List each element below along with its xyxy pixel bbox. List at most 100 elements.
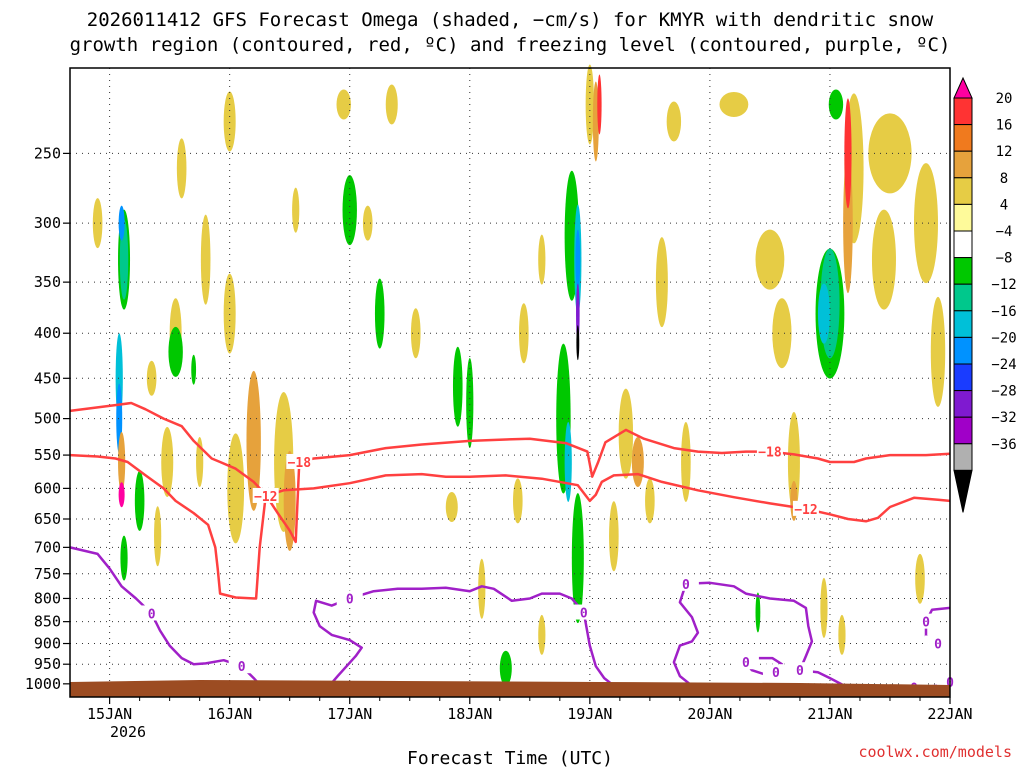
colorbar-swatch	[953, 283, 973, 312]
contour-label-bg	[252, 487, 279, 503]
omega-shaded-cell	[374, 278, 385, 349]
x-axis: 15JAN 16JAN 17JAN 18JAN 19JAN 20JAN 21JAN 22JAN	[87, 697, 973, 723]
omega-shaded-cell	[362, 205, 373, 241]
colorbar-tick-label: −4	[996, 224, 1013, 240]
x-tick-label: 20JAN	[687, 705, 732, 723]
omega-shaded-cell	[118, 431, 126, 492]
omega-shaded-cell	[538, 234, 546, 285]
colorbar-swatch	[953, 230, 973, 259]
dgz-minus18-contour	[69, 401, 951, 544]
colorbar-swatch	[953, 257, 973, 285]
freezing-level-contour-2	[312, 585, 627, 698]
y-tick-label: 350	[34, 273, 61, 291]
contour-layer: −18−18−12−12000000000000	[69, 401, 963, 698]
omega-shaded-cell	[871, 209, 896, 310]
omega-shaded-cell	[755, 229, 785, 290]
y-tick-label: 800	[34, 589, 61, 607]
contour-label: 0	[772, 666, 780, 681]
omega-shaded-cell	[161, 426, 174, 497]
contour-label-bg	[672, 575, 699, 591]
colorbar-min-triangle	[953, 469, 973, 513]
omega-shaded-cell	[452, 346, 463, 427]
omega-shaded-cell	[618, 388, 634, 479]
y-tick-label: 600	[34, 479, 61, 497]
omega-shaded-cell	[342, 175, 357, 246]
omega-shaded-cell	[118, 205, 125, 241]
omega-shaded-cell	[913, 163, 938, 284]
y-tick-label: 450	[34, 369, 61, 387]
omega-shaded-cell	[868, 113, 912, 194]
x-tick-label: 17JAN	[327, 705, 372, 723]
omega-shaded-cell	[499, 650, 512, 686]
y-tick-label: 500	[34, 410, 61, 428]
contour-label: 0	[742, 656, 750, 671]
x-tick-label: 18JAN	[447, 705, 492, 723]
omega-shaded-cell	[576, 283, 580, 344]
contour-label-bg	[762, 664, 789, 680]
y-tick-label: 550	[34, 446, 61, 464]
colorbar-tick-label: 12	[996, 144, 1013, 160]
x-tick-label: 19JAN	[567, 705, 612, 723]
omega-shaded-cell	[538, 614, 546, 655]
colorbar-swatch	[953, 336, 973, 365]
contour-label: 0	[148, 607, 156, 622]
contour-label: 0	[346, 592, 354, 607]
omega-shaded-cell	[645, 478, 655, 524]
colorbar-swatch	[953, 177, 973, 205]
y-tick-label: 250	[34, 144, 61, 162]
omega-shaded-cell	[223, 91, 236, 152]
omega-shaded-cell	[772, 298, 792, 369]
colorbar: 20 16 12 8 4 −4 −8 −12 −16 −20 −24 −28 −32 −36	[953, 76, 1017, 513]
x-tick-label: 22JAN	[927, 705, 972, 723]
omega-shaded-cell	[597, 74, 602, 135]
omega-shaded-cell	[120, 535, 128, 581]
omega-shaded-cell	[828, 89, 844, 120]
contour-label-bg	[570, 604, 597, 620]
contour-label-bg	[924, 635, 951, 651]
y-tick-label: 950	[34, 655, 61, 673]
contour-label: 0	[682, 578, 690, 593]
omega-shaded-cell	[915, 553, 925, 604]
y-tick-label: 650	[34, 510, 61, 528]
contour-label: 0	[922, 616, 930, 631]
omega-shaded-cell	[292, 187, 300, 233]
y-axis: 250 300 350 400 450 500 550 600 650 700 750 800 850 9…	[25, 144, 70, 693]
title-line-2: growth region (contoured, red, ºC) and f…	[70, 34, 951, 56]
title-line-1: 2026011412 GFS Forecast Omega (shaded, −…	[87, 9, 934, 31]
colorbar-tick-label: 16	[996, 118, 1013, 134]
contour-label-bg	[756, 443, 783, 459]
omega-shaded-cell	[930, 296, 946, 407]
y-tick-label: 850	[34, 613, 61, 631]
contour-label: −18	[288, 456, 312, 471]
contour-label: 0	[238, 660, 246, 675]
contour-label-bg	[792, 500, 819, 516]
omega-shaded-cell	[146, 360, 157, 396]
y-tick-label: 300	[34, 214, 61, 232]
x-tick-label: 21JAN	[807, 705, 852, 723]
omega-shaded-cell	[681, 421, 691, 502]
credit-link[interactable]: coolwx.com/models	[858, 743, 1012, 761]
omega-shaded-cell	[817, 283, 830, 344]
omega-shaded-cell	[168, 326, 183, 377]
contour-label-bg	[336, 590, 363, 606]
contour-label-bg	[138, 605, 165, 621]
omega-shaded-cell	[118, 482, 125, 508]
y-tick-label: 750	[34, 565, 61, 583]
omega-shaded-cell	[755, 592, 761, 633]
contour-label-bg	[228, 658, 255, 674]
plot-frame	[69, 67, 951, 698]
omega-shaded-cell	[787, 411, 800, 512]
dgz-minus12-contour	[69, 453, 951, 600]
colorbar-swatch	[953, 203, 973, 232]
y-tick-label: 700	[34, 538, 61, 556]
colorbar-swatch	[953, 363, 973, 392]
omega-shaded-cell	[575, 229, 581, 290]
colorbar-swatch	[953, 416, 973, 445]
contour-label: 0	[580, 607, 588, 622]
omega-shaded-cell	[385, 84, 398, 125]
omega-shaded-cell	[445, 492, 458, 523]
colorbar-swatch	[953, 150, 973, 179]
colorbar-tick-label: 8	[1000, 171, 1008, 187]
omega-shaded-cell	[191, 354, 197, 385]
omega-shaded-cell	[513, 478, 523, 524]
